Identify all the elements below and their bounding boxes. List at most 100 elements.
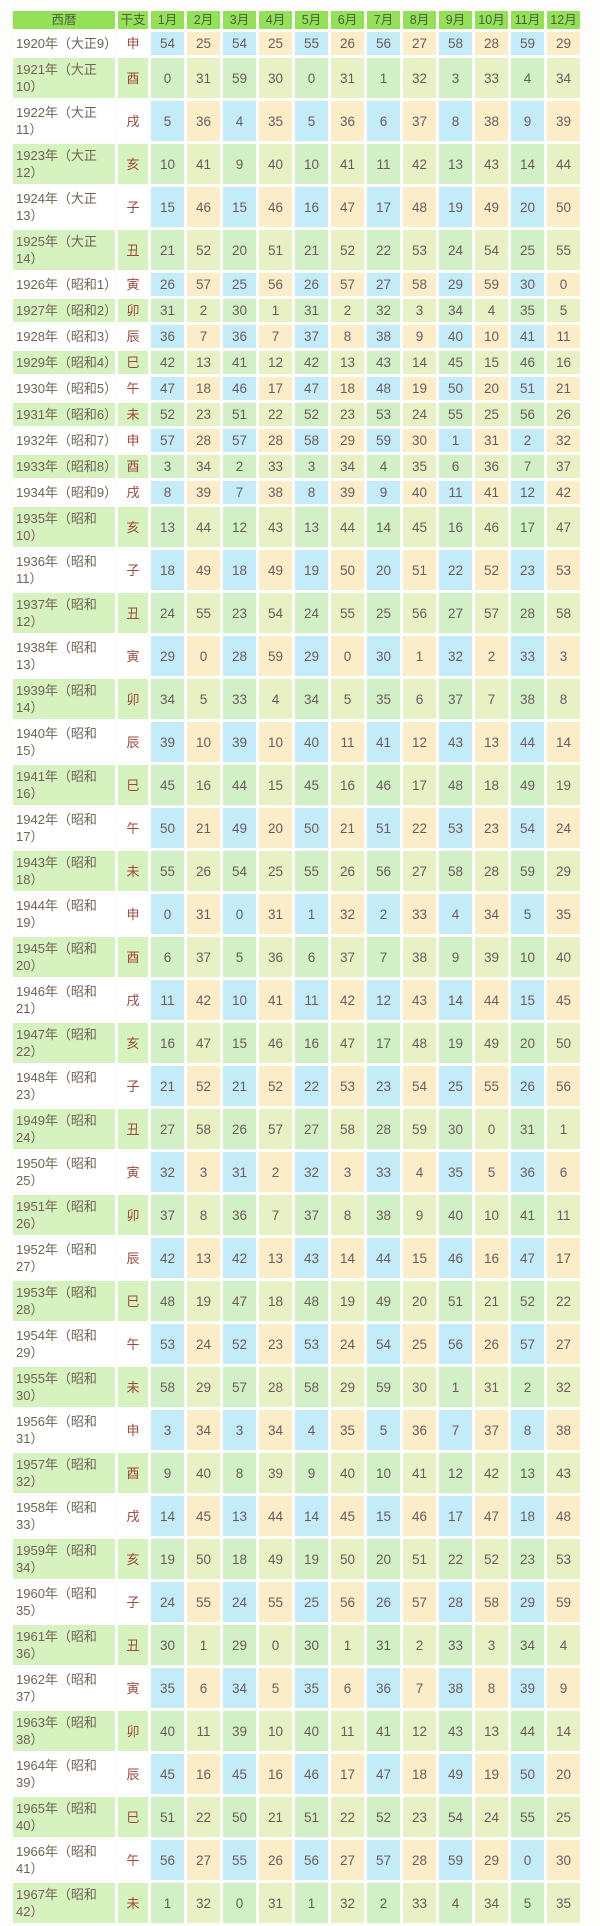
month-value-cell: 8 [439,101,472,141]
month-value-cell: 26 [223,1109,256,1149]
eto-cell: 卯 [118,299,148,322]
month-value-cell: 48 [367,377,400,400]
month-value-cell: 41 [223,351,256,374]
year-cell: 1925年（大正 14） [13,230,115,270]
month-value-cell: 30 [403,429,436,452]
month-value-cell: 37 [295,1195,328,1235]
month-value-cell: 38 [511,679,544,719]
month-value-cell: 21 [223,1066,256,1106]
month-value-cell: 1 [331,1625,364,1665]
month-value-cell: 39 [331,481,364,504]
month-value-cell: 12 [511,481,544,504]
eto-cell: 亥 [118,1023,148,1063]
month-value-cell: 20 [475,377,508,400]
month-value-cell: 56 [511,403,544,426]
month-value-cell: 49 [439,1754,472,1794]
month-value-cell: 29 [511,1582,544,1622]
month-value-cell: 26 [151,273,184,296]
month-value-cell: 56 [259,273,292,296]
month-value-cell: 2 [511,429,544,452]
month-value-cell: 22 [295,1066,328,1106]
month-value-cell: 59 [439,1840,472,1880]
month-value-cell: 31 [151,299,184,322]
month-value-cell: 2 [475,636,508,676]
year-cell: 1924年（大正 13） [13,187,115,227]
month-value-cell: 51 [403,550,436,590]
month-value-cell: 36 [223,325,256,348]
month-value-cell: 28 [475,851,508,891]
month-value-cell: 7 [259,325,292,348]
month-value-cell: 9 [367,481,400,504]
month-value-cell: 19 [403,377,436,400]
month-value-cell: 7 [511,455,544,478]
month-value-cell: 22 [259,403,292,426]
col-header: 6月 [331,11,364,29]
month-value-cell: 54 [259,593,292,633]
month-value-cell: 22 [403,808,436,848]
month-value-cell: 52 [259,1066,292,1106]
month-value-cell: 8 [295,481,328,504]
month-value-cell: 11 [367,144,400,184]
month-value-cell: 29 [187,1367,220,1407]
year-cell: 1965年（昭和 40） [13,1797,115,1837]
month-value-cell: 7 [187,325,220,348]
month-value-cell: 47 [511,1238,544,1278]
table-row: 1938年（昭和 13）寅 29 0 28 59 29 0 30 1 32 2 33 3 [13,636,580,676]
col-header: 11月 [511,11,544,29]
month-value-cell: 42 [187,980,220,1020]
month-value-cell: 43 [367,351,400,374]
month-value-cell: 54 [367,1324,400,1364]
month-value-cell: 36 [475,455,508,478]
col-header: 1月 [151,11,184,29]
year-cell: 1962年（昭和 37） [13,1668,115,1708]
month-value-cell: 54 [439,1797,472,1837]
month-value-cell: 39 [223,722,256,762]
month-value-cell: 5 [295,101,328,141]
month-value-cell: 57 [331,273,364,296]
month-value-cell: 59 [475,273,508,296]
month-value-cell: 31 [475,1367,508,1407]
month-value-cell: 19 [187,1281,220,1321]
month-value-cell: 27 [295,1109,328,1149]
month-value-cell: 22 [367,230,400,270]
table-row: 1950年（昭和 25）寅 32 3 31 2 32 3 33 4 35 5 36 6 [13,1152,580,1192]
month-value-cell: 54 [511,808,544,848]
month-value-cell: 17 [331,1754,364,1794]
month-value-cell: 55 [187,593,220,633]
month-value-cell: 52 [151,403,184,426]
eto-cell: 亥 [118,144,148,184]
month-value-cell: 18 [151,550,184,590]
table-row: 1931年（昭和6）未 52 23 51 22 52 23 53 24 55 25 56 26 [13,403,580,426]
table-row: 1940年（昭和 15）辰 39 10 39 10 40 11 41 12 43 13 44 14 [13,722,580,762]
month-value-cell: 42 [331,980,364,1020]
month-value-cell: 13 [187,1238,220,1278]
month-value-cell: 54 [403,1066,436,1106]
month-value-cell: 41 [367,722,400,762]
eto-cell: 卯 [118,1711,148,1751]
month-value-cell: 2 [223,455,256,478]
col-header: 12月 [547,11,580,29]
month-value-cell: 44 [331,507,364,547]
month-value-cell: 32 [187,1883,220,1923]
month-value-cell: 33 [475,58,508,98]
month-value-cell: 40 [151,1711,184,1751]
month-value-cell: 45 [223,1754,256,1794]
month-value-cell: 36 [259,937,292,977]
month-value-cell: 52 [511,1281,544,1321]
month-value-cell: 17 [259,377,292,400]
month-value-cell: 9 [151,1453,184,1493]
month-value-cell: 50 [187,1539,220,1579]
month-value-cell: 37 [187,937,220,977]
month-value-cell: 1 [295,1883,328,1923]
month-value-cell: 4 [475,299,508,322]
month-value-cell: 57 [511,1324,544,1364]
eto-cell: 未 [118,851,148,891]
month-value-cell: 44 [511,1711,544,1751]
month-value-cell: 29 [223,1625,256,1665]
month-value-cell: 12 [403,722,436,762]
month-value-cell: 17 [547,1238,580,1278]
month-value-cell: 50 [439,377,472,400]
month-value-cell: 46 [259,187,292,227]
col-header: 7月 [367,11,400,29]
